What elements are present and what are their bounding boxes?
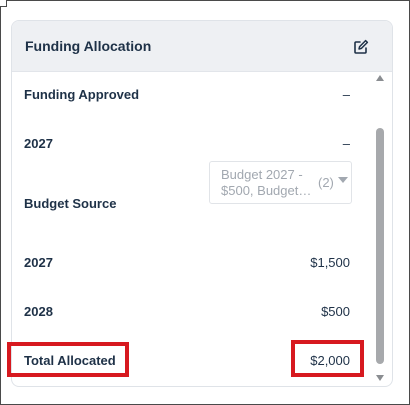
total-value-highlight [291,340,364,377]
row-label: Budget Source [24,195,117,211]
scroll-down-button[interactable] [375,374,385,382]
row-2027-approved: 2027 – [24,131,350,155]
row-2028-amount: 2028 $500 [24,299,350,323]
corner-mark [0,0,7,7]
selected-value-line1: Budget 2027 - [221,167,303,182]
scrollbar-thumb[interactable] [376,128,384,364]
row-funding-approved: Funding Approved – [24,82,350,106]
scrollbar[interactable] [373,74,387,384]
card-title: Funding Allocation [25,38,152,54]
pencil-square-icon [354,39,369,54]
row-value: – [342,86,350,102]
row-label: 2027 [24,135,53,151]
caret-down-icon [376,375,384,381]
row-budget-source: Budget Source [24,191,204,215]
row-value: – [342,135,350,151]
row-label: 2027 [24,254,53,270]
row-total-allocated: Total Allocated $2,000 [24,348,350,372]
selected-value-line2: $500, Budget… [221,183,312,198]
row-label: Funding Approved [24,86,140,102]
scroll-up-button[interactable] [375,74,385,82]
row-2027-amount: 2027 $1,500 [24,250,350,274]
row-label: 2028 [24,303,53,319]
row-value: $2,000 [310,352,350,368]
row-value: $500 [321,303,350,319]
total-label-highlight [7,342,129,377]
caret-up-icon [376,75,384,81]
budget-source-selected-value: Budget 2027 - $500, Budget… [221,167,317,199]
selected-count-badge: (2) [318,175,334,190]
edit-button[interactable] [351,37,371,57]
row-value: $1,500 [310,254,350,270]
row-label: Total Allocated [24,352,116,368]
caret-down-icon [338,177,348,183]
card-header: Funding Allocation [12,21,392,72]
budget-source-select[interactable]: Budget 2027 - $500, Budget… (2) [209,161,352,204]
